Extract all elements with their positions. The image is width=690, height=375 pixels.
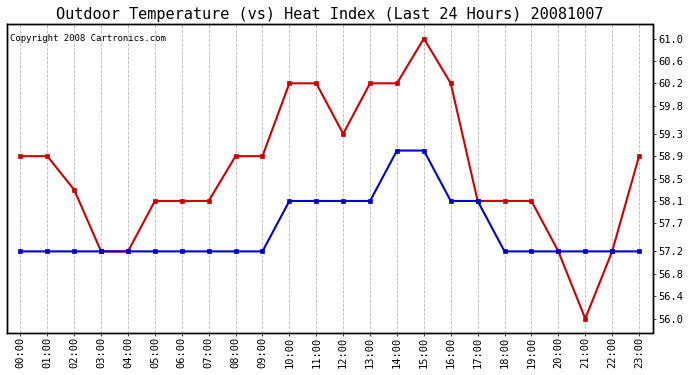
Title: Outdoor Temperature (vs) Heat Index (Last 24 Hours) 20081007: Outdoor Temperature (vs) Heat Index (Las… xyxy=(56,7,604,22)
Text: Copyright 2008 Cartronics.com: Copyright 2008 Cartronics.com xyxy=(10,34,166,43)
